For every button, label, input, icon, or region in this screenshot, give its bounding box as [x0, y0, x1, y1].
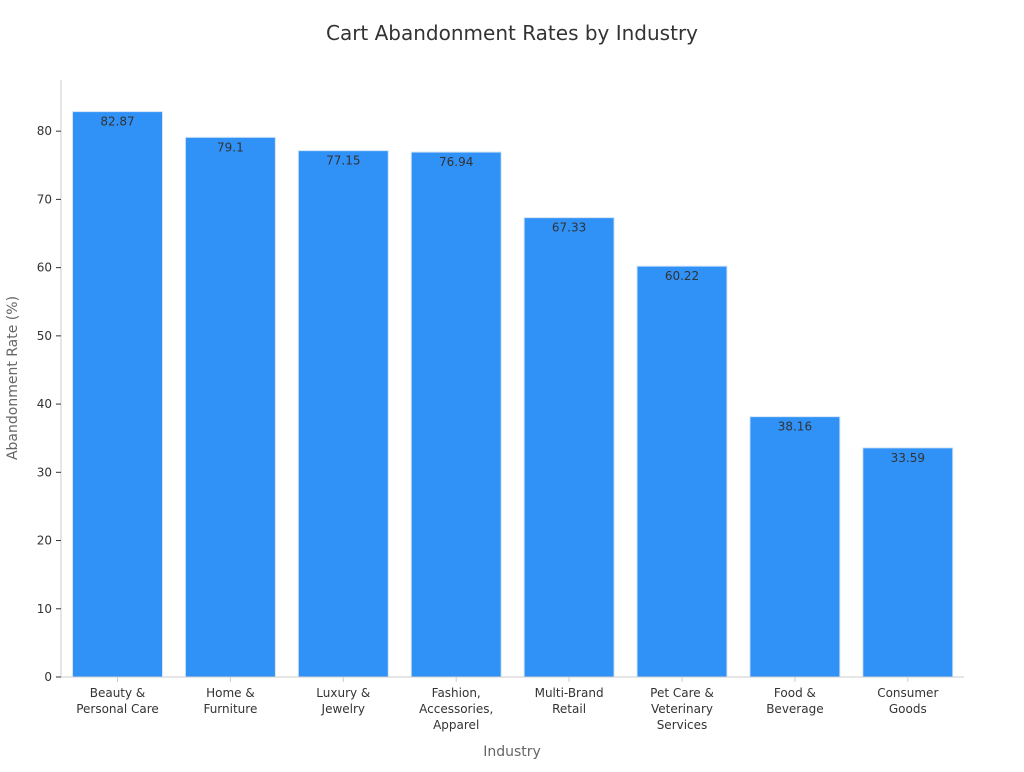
x-tick-label-line: Fashion,	[432, 686, 481, 700]
x-tick-label: Luxury & Jewelry	[316, 686, 370, 716]
chart-title: Cart Abandonment Rates by Industry	[326, 21, 698, 45]
x-tick-label-line: Apparel	[433, 718, 479, 732]
y-tick-label: 40	[37, 397, 52, 411]
x-tick-label-line: Personal Care	[76, 702, 159, 716]
bar-value-label: 67.33	[552, 221, 586, 235]
bars-layer: 82.87 79.1 77.15 76.94 67.33 60.22 38.16 33.59	[72, 111, 954, 678]
bar-value-label: 38.16	[778, 420, 812, 434]
bar	[749, 416, 841, 678]
x-tick-label-line: Multi-Brand	[535, 686, 604, 700]
bar	[410, 151, 502, 678]
x-tick-label: Pet Care & Veterinary Services	[650, 686, 714, 732]
x-tick-label: Consumer Goods	[877, 686, 938, 716]
bar-value-label: 33.59	[891, 451, 925, 465]
bar	[72, 111, 163, 678]
y-tick-label: 20	[37, 534, 52, 548]
bar	[297, 150, 389, 678]
y-tick-label: 80	[37, 124, 52, 138]
y-tick-label: 60	[37, 261, 52, 275]
x-tick-label-line: Jewelry	[321, 702, 366, 716]
x-tick-label-line: Luxury &	[316, 686, 370, 700]
x-tick-label-line: Food &	[774, 686, 816, 700]
bar	[523, 217, 615, 678]
y-axis-label: Abandonment Rate (%)	[5, 296, 21, 460]
bar-value-label: 77.15	[326, 154, 360, 168]
y-tick-label: 0	[44, 670, 52, 684]
x-tick-label-line: Furniture	[203, 702, 257, 716]
x-tick-label: Multi-Brand Retail	[535, 686, 604, 716]
bar-value-label: 82.87	[100, 115, 134, 129]
x-tick-label-line: Pet Care &	[650, 686, 714, 700]
x-tick-label: Fashion, Accessories, Apparel	[419, 686, 493, 732]
bar	[862, 447, 954, 678]
bar-value-label: 79.1	[217, 140, 244, 154]
x-tick-label-line: Consumer	[877, 686, 938, 700]
bar	[636, 265, 728, 678]
y-tick-label: 10	[37, 602, 52, 616]
bar	[184, 136, 276, 678]
x-tick-label-line: Home &	[206, 686, 255, 700]
axes-layer: Beauty & Personal Care Home & Furniture Luxu…	[37, 80, 964, 732]
bar-value-label: 60.22	[665, 269, 699, 283]
y-tick-label: 70	[37, 192, 52, 206]
x-tick-label-line: Accessories,	[419, 702, 493, 716]
x-tick-label-line: Retail	[552, 702, 586, 716]
x-tick-label-line: Beverage	[766, 702, 823, 716]
y-tick-label: 50	[37, 329, 52, 343]
x-tick-label: Beauty & Personal Care	[76, 686, 159, 716]
x-tick-label: Food & Beverage	[766, 686, 823, 716]
x-axis-label: Industry	[483, 744, 541, 760]
bar-value-label: 76.94	[439, 155, 473, 169]
x-tick-label-line: Services	[657, 718, 708, 732]
x-tick-label-line: Beauty &	[90, 686, 146, 700]
x-tick-label: Home & Furniture	[203, 686, 257, 716]
y-tick-label: 30	[37, 465, 52, 479]
x-tick-label-line: Veterinary	[651, 702, 713, 716]
x-tick-label-line: Goods	[889, 702, 927, 716]
